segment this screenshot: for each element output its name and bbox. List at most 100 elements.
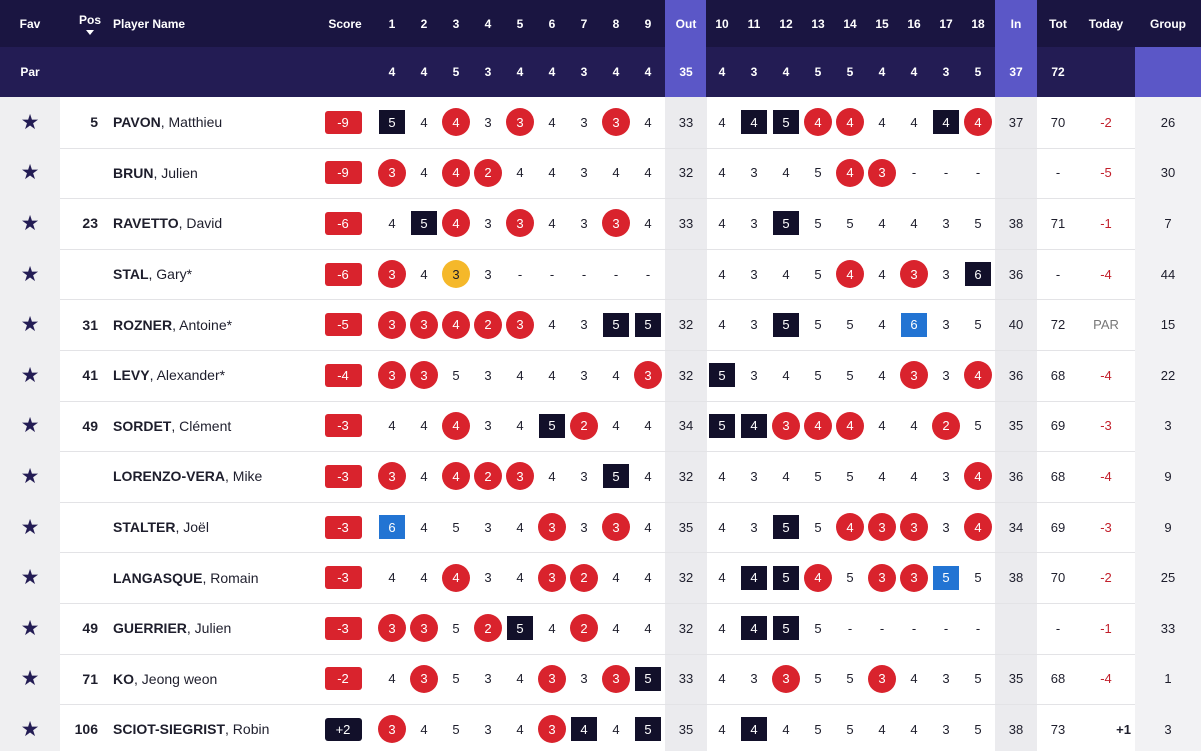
- today-header[interactable]: Today: [1077, 0, 1135, 47]
- today-score: -3: [1100, 418, 1112, 434]
- player-name[interactable]: ROZNER, Antoine*: [113, 299, 323, 350]
- hole-score-13: 5: [802, 350, 834, 401]
- star-icon[interactable]: ★: [20, 211, 40, 235]
- player-name-header[interactable]: Player Name: [113, 0, 293, 47]
- row-divider: [60, 603, 1135, 604]
- hole-score-value: 5: [974, 317, 982, 333]
- hole-birdie-marker: 3: [378, 361, 406, 390]
- star-icon[interactable]: ★: [20, 110, 40, 134]
- player-name[interactable]: LORENZO-VERA, Mike: [113, 451, 323, 502]
- hole-score-18: 5: [962, 654, 994, 705]
- total-score: -: [1055, 165, 1061, 181]
- par-hole-12: 4: [770, 47, 802, 97]
- player-name[interactable]: LEVY, Alexander*: [113, 350, 323, 401]
- hole-birdie-marker: 4: [836, 260, 864, 289]
- total-score: 72: [1050, 317, 1066, 333]
- out-score: 33: [678, 671, 694, 687]
- fav-column-bg: [0, 97, 60, 751]
- hole-score-value: 3: [484, 418, 492, 434]
- star-icon[interactable]: ★: [20, 161, 40, 185]
- star-icon[interactable]: ★: [20, 717, 40, 741]
- hole-score-9: 5: [632, 654, 664, 705]
- player-name[interactable]: GUERRIER, Julien: [113, 603, 323, 654]
- hole-score-9: 4: [632, 97, 664, 148]
- star-icon[interactable]: ★: [20, 363, 40, 387]
- player-name[interactable]: PAVON, Matthieu: [113, 97, 323, 148]
- hole-score-8: 4: [600, 401, 632, 452]
- hole-score-7: 3: [568, 654, 600, 705]
- star-icon[interactable]: ★: [20, 414, 40, 438]
- hole-score-5: 5: [504, 603, 536, 654]
- total-score-badge: -6: [324, 262, 362, 286]
- player-name[interactable]: SORDET, Clément: [113, 401, 323, 452]
- hole-score-10: 4: [706, 603, 738, 654]
- star-icon[interactable]: ★: [20, 616, 40, 640]
- hole-score-value: 5: [814, 519, 822, 535]
- hole-header-13: 13: [802, 0, 834, 47]
- hole-bogey-marker: 5: [539, 413, 565, 438]
- hole-score-10: 4: [706, 198, 738, 249]
- hole-birdie-marker: 3: [410, 310, 438, 339]
- hole-score-17: 3: [930, 299, 962, 350]
- hole-score-17: 3: [930, 451, 962, 502]
- player-first-name: , Julien: [186, 620, 232, 637]
- score-cell: -3: [324, 603, 362, 654]
- hole-birdie-marker: 3: [506, 108, 534, 137]
- star-icon[interactable]: ★: [20, 566, 40, 590]
- hole-score-3: 5: [440, 350, 472, 401]
- hole-score-value: 4: [910, 418, 918, 434]
- in-score: 36: [1008, 468, 1024, 484]
- hole-bogey-marker: 5: [603, 312, 629, 337]
- star-icon[interactable]: ★: [20, 313, 40, 337]
- star-icon[interactable]: ★: [20, 515, 40, 539]
- par-hole-5: 4: [504, 47, 536, 97]
- hole-score-14: 5: [834, 198, 866, 249]
- player-position: [62, 451, 102, 502]
- in-score: 35: [1008, 418, 1024, 434]
- hole-score-12: 5: [770, 198, 802, 249]
- hole-birdie-marker: 3: [634, 361, 662, 390]
- hole-score-value: 4: [388, 215, 396, 231]
- hole-score-value: 5: [452, 620, 460, 636]
- hole-score-value: 3: [750, 367, 758, 383]
- hole-score-value: 4: [718, 620, 726, 636]
- hole-score-11: 3: [738, 451, 770, 502]
- hole-birdie-marker: 3: [900, 361, 928, 390]
- hole-birdie-marker: 3: [538, 513, 566, 542]
- hole-score-9: 4: [632, 198, 664, 249]
- hole-score-8: 3: [600, 502, 632, 553]
- player-last-name: SORDET: [113, 417, 172, 434]
- par-hole-8: 4: [600, 47, 632, 97]
- player-name[interactable]: BRUN, Julien: [113, 148, 323, 199]
- pos-header[interactable]: Pos: [70, 0, 110, 47]
- score-cell: -9: [324, 97, 362, 148]
- score-header[interactable]: Score: [325, 0, 365, 47]
- player-name[interactable]: STALTER, Joël: [113, 502, 323, 553]
- star-icon[interactable]: ★: [20, 262, 40, 286]
- group-number: 33: [1160, 620, 1176, 636]
- group-number: 7: [1164, 215, 1172, 231]
- hole-score-1: 4: [376, 552, 408, 603]
- player-name[interactable]: LANGASQUE, Romain: [113, 552, 323, 603]
- player-name[interactable]: SCIOT-SIEGRIST, Robin: [113, 704, 323, 755]
- hole-score-value: 3: [750, 671, 758, 687]
- hole-header-2: 2: [408, 0, 440, 47]
- hole-score-14: 5: [834, 350, 866, 401]
- hole-score-6: 4: [536, 451, 568, 502]
- player-name[interactable]: RAVETTO, David: [113, 198, 323, 249]
- hole-score-value: 5: [814, 620, 822, 636]
- star-icon[interactable]: ★: [20, 464, 40, 488]
- hole-birdie-marker: 4: [442, 462, 470, 491]
- hole-birdie-marker: 2: [474, 310, 502, 339]
- player-name[interactable]: KO, Jeong weon: [113, 654, 323, 705]
- group-number: 3: [1164, 418, 1172, 434]
- hole-score-16: 4: [898, 97, 930, 148]
- hole-birdie-marker: 2: [474, 614, 502, 643]
- star-icon[interactable]: ★: [20, 667, 40, 691]
- score-cell: -6: [324, 198, 362, 249]
- group-header[interactable]: Group: [1135, 0, 1201, 47]
- player-name[interactable]: STAL, Gary*: [113, 249, 323, 300]
- tot-header[interactable]: Tot: [1037, 0, 1079, 47]
- hole-score-value: 5: [846, 721, 854, 737]
- hole-score-10: 4: [706, 451, 738, 502]
